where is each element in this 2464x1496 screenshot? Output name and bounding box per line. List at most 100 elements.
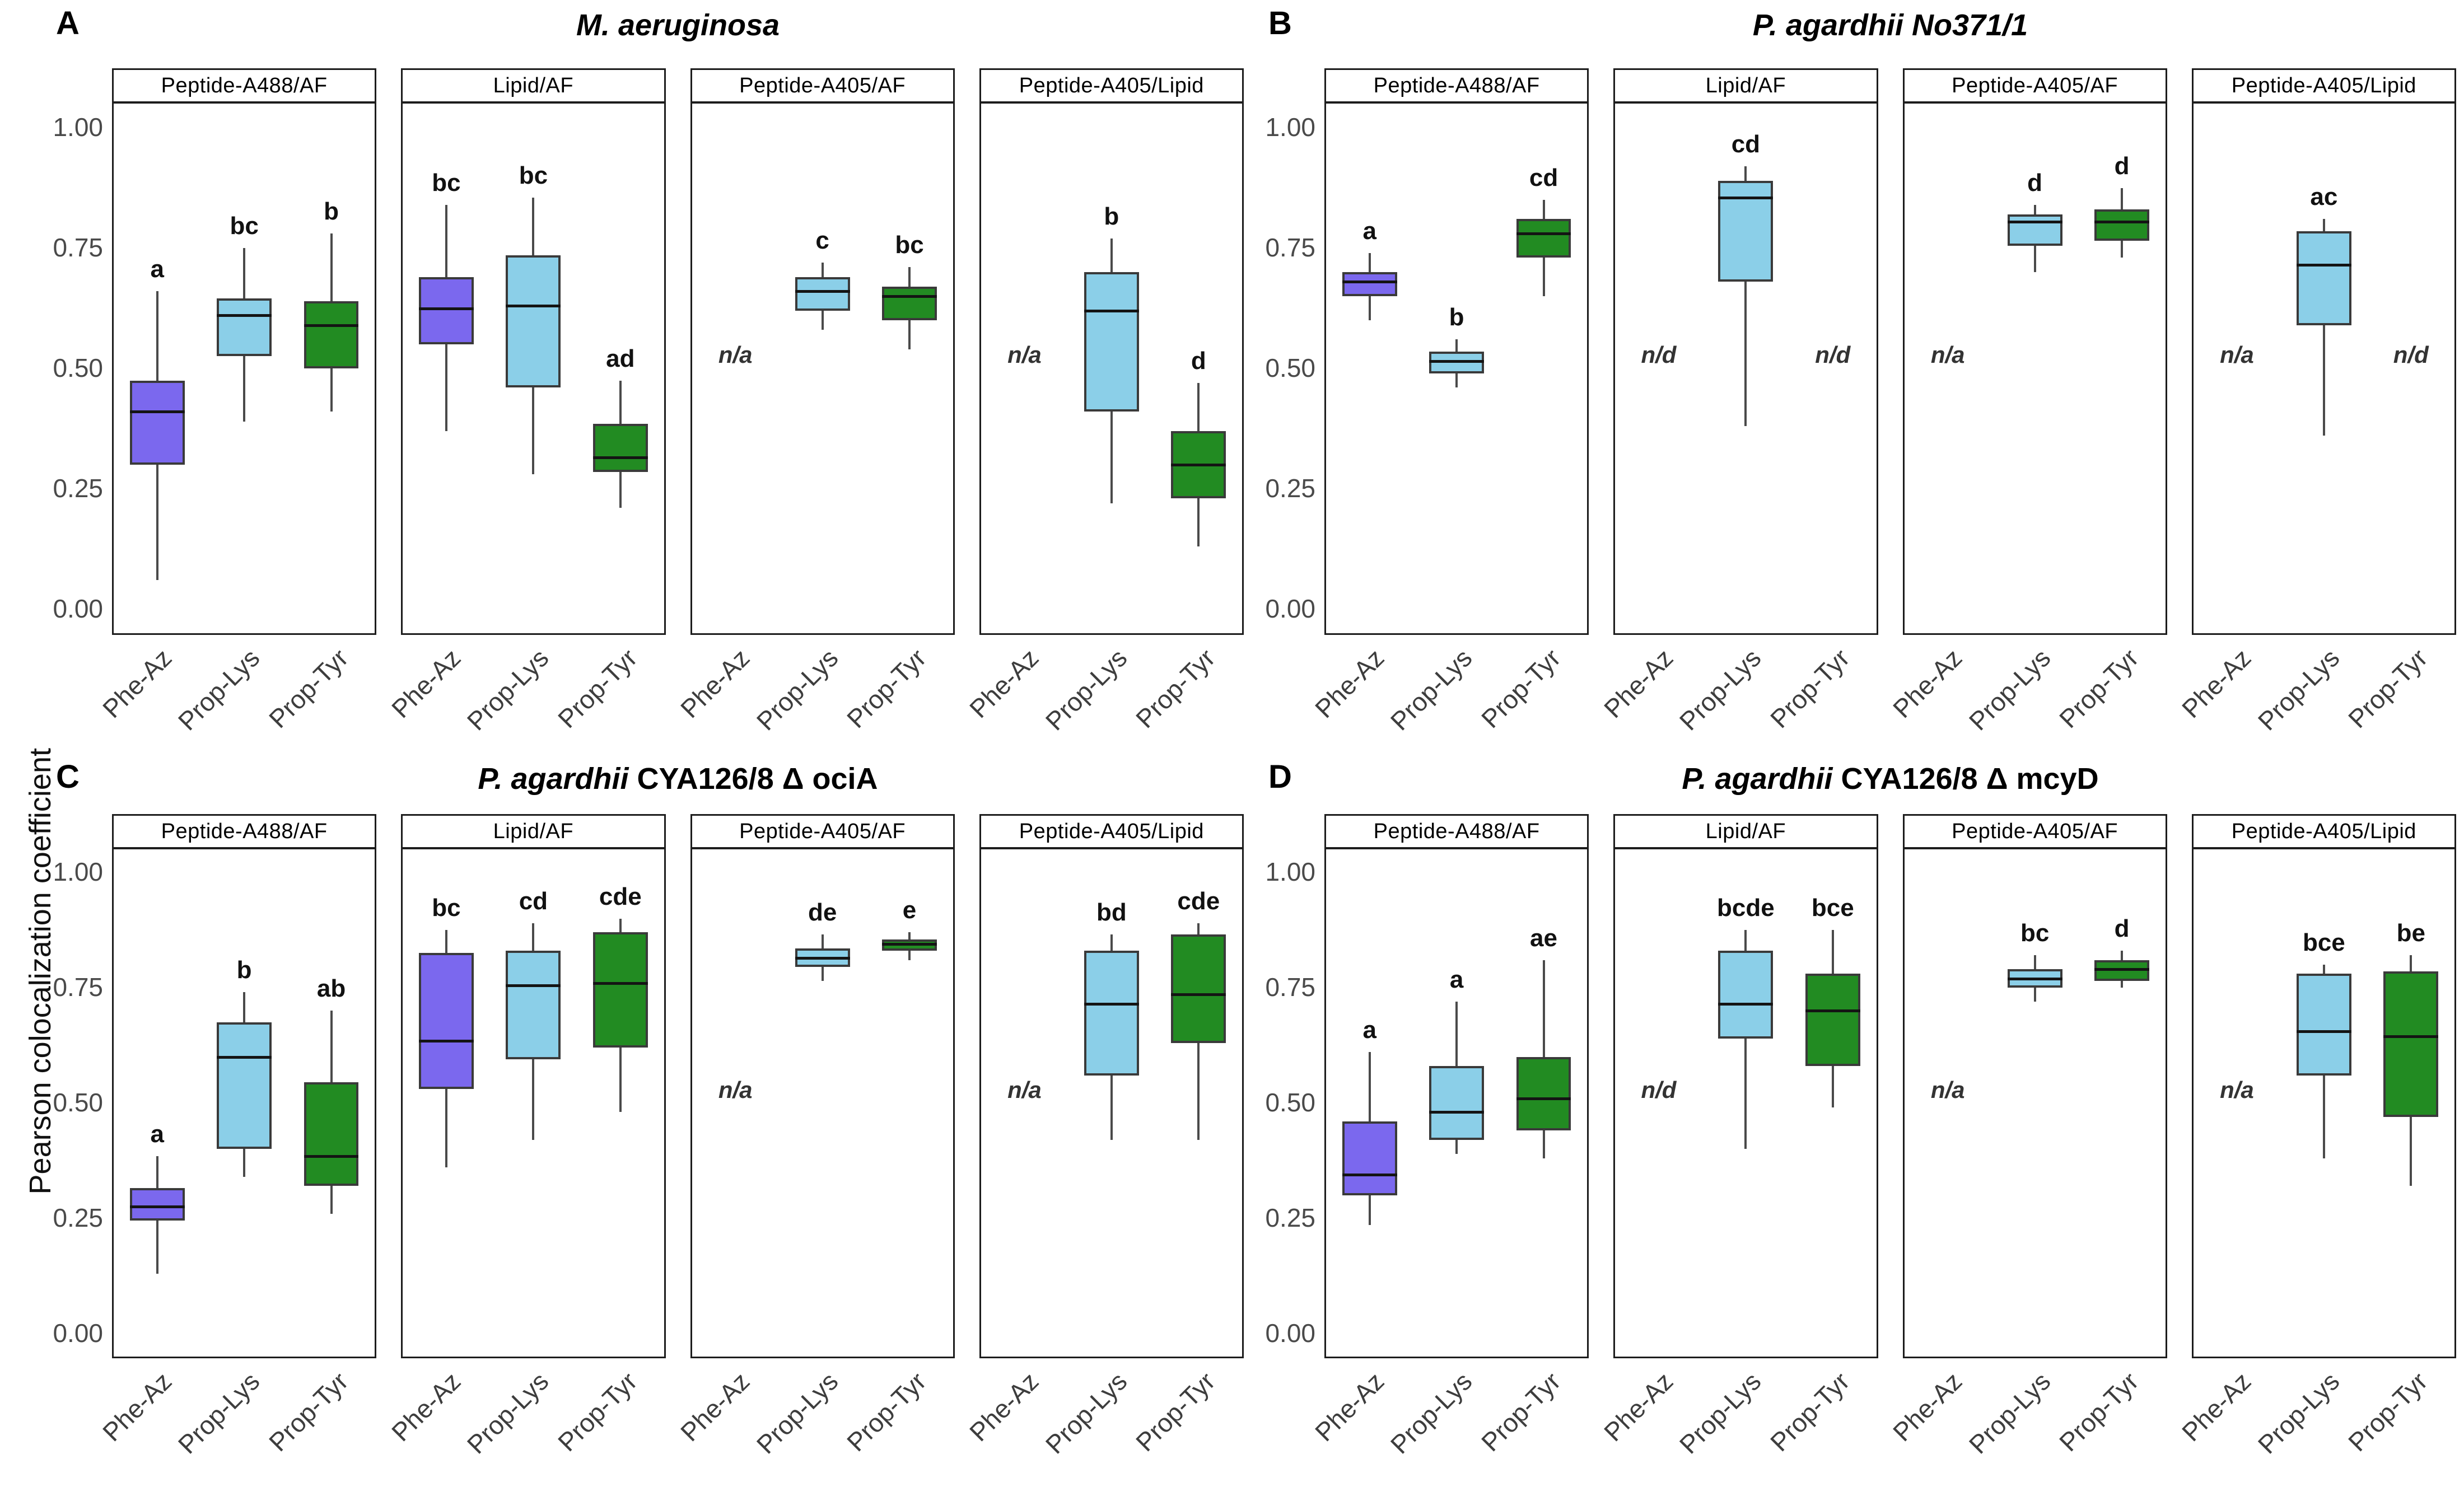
panel-letter-b: B <box>1268 5 1292 41</box>
boxplot-median <box>1718 1002 1774 1006</box>
not-available-label: n/d <box>1641 1077 1677 1104</box>
facet-plot: n/a ac n/d <box>2191 102 2456 635</box>
facet-strip-label: Peptide-A488/AF <box>1324 814 1589 849</box>
boxplot-median <box>1429 360 1485 363</box>
x-axis-labels: Phe-Az Prop-Lys Prop-Tyr <box>1598 1358 1878 1486</box>
y-tick-label: 1.00 <box>1265 857 1315 887</box>
facet-peptide-a488-af: Peptide-A488/AF a bc b Phe-Az Prop-Lys Prop-Ty… <box>97 68 377 754</box>
boxplot-box-prop-lys <box>1084 951 1139 1076</box>
boxplot-median <box>1805 1009 1860 1013</box>
panel-title-species: P. agardhii <box>478 762 629 796</box>
x-tick-label-phe-az: Phe-Az <box>385 643 466 724</box>
y-tick-label: 0.50 <box>53 1088 103 1117</box>
panel-title: P. agardhii CYA126/8 Δ ociA <box>478 762 878 796</box>
boxplot-median <box>1171 993 1226 997</box>
significance-label: bc <box>2020 919 2050 947</box>
panel-title: P. agardhii CYA126/8 Δ mcyD <box>1682 762 2099 796</box>
x-tick-label-prop-tyr: Prop-Tyr <box>841 643 932 734</box>
facet-plot: n/a b d <box>979 102 1244 635</box>
y-tick-label: 0.75 <box>53 973 103 1002</box>
x-tick-label-prop-tyr: Prop-Tyr <box>552 643 643 734</box>
significance-label: ab <box>316 975 346 1003</box>
x-tick-label-prop-tyr: Prop-Tyr <box>1475 1366 1566 1457</box>
not-available-label: n/d <box>2393 342 2429 368</box>
facet-strip-label: Peptide-A405/AF <box>1902 814 2167 849</box>
boxplot-box-prop-lys <box>506 255 561 388</box>
boxplot-median <box>592 456 648 460</box>
facet-strip-label: Peptide-A488/AF <box>112 814 377 849</box>
x-axis-labels: Phe-Az Prop-Lys Prop-Tyr <box>2176 1358 2456 1486</box>
boxplot-box-prop-tyr <box>1805 974 1860 1067</box>
significance-label: bd <box>1096 899 1127 927</box>
x-tick-label-prop-lys: Prop-Lys <box>1384 1366 1478 1460</box>
y-tick-label: 0.50 <box>1265 1088 1315 1117</box>
not-available-label: n/a <box>1930 342 1965 368</box>
boxplot-median <box>506 305 561 308</box>
x-axis-labels: Phe-Az Prop-Lys Prop-Tyr <box>1887 635 2167 754</box>
facet-strip-label: Peptide-A488/AF <box>1324 68 1589 103</box>
significance-label: ad <box>606 344 635 372</box>
facet-strip-label: Lipid/AF <box>1613 814 1878 849</box>
facet-lipid-af: Lipid/AF n/d bcde bce Phe-Az Prop-Lys Prop-Tyr <box>1598 814 1878 1486</box>
boxplot-box-prop-tyr <box>2094 209 2149 241</box>
boxplot-box-prop-lys <box>2007 214 2062 246</box>
x-tick-label-phe-az: Phe-Az <box>2176 1366 2257 1447</box>
facet-plot: bc cd cde <box>401 848 666 1358</box>
x-tick-label-prop-tyr: Prop-Tyr <box>841 1366 932 1457</box>
boxplot-median <box>506 984 561 987</box>
panel-letter-d: D <box>1268 759 1292 795</box>
facet-plot: n/a c bc <box>690 102 955 635</box>
significance-label: d <box>2114 915 2130 943</box>
x-axis-labels: Phe-Az Prop-Lys Prop-Tyr <box>1309 635 1589 754</box>
panel-title-species: M. aeruginosa <box>576 8 780 42</box>
facet-lipid-af: Lipid/AF bc bc ad Phe-Az Prop-Lys Prop-Tyr <box>386 68 666 754</box>
x-tick-label-phe-az: Phe-Az <box>385 1366 466 1447</box>
significance-label: bcde <box>1717 894 1775 922</box>
y-tick-label: 1.00 <box>53 857 103 887</box>
x-tick-label-phe-az: Phe-Az <box>1598 1366 1679 1447</box>
facet-plot: n/a bce be <box>2191 848 2456 1358</box>
x-tick-label-prop-lys: Prop-Lys <box>1039 1366 1133 1460</box>
panel-letter-c: C <box>56 759 80 795</box>
facet-plot: n/a bd cde <box>979 848 1244 1358</box>
boxplot-box-prop-tyr <box>882 286 937 320</box>
significance-label: c <box>815 226 829 254</box>
boxplot-box-phe-az <box>129 380 185 465</box>
boxplot-median <box>1084 1002 1139 1006</box>
y-tick-label: 0.50 <box>1265 353 1315 382</box>
x-tick-label-prop-tyr: Prop-Tyr <box>2054 643 2144 734</box>
panel-body: 1.00 0.75 0.50 0.25 0.00 Peptide-A488/AF a b cd P… <box>1265 68 2456 754</box>
facet-plot: a bc b <box>112 102 377 635</box>
facet-strip-label: Peptide-A405/Lipid <box>979 814 1244 849</box>
facet-group: Peptide-A488/AF a bc b Phe-Az Prop-Lys Prop-Ty… <box>97 68 1244 754</box>
boxplot-median <box>882 295 937 298</box>
y-axis: 1.00 0.75 0.50 0.25 0.00 <box>53 68 112 754</box>
panel-title-species: P. agardhii No371/1 <box>1752 8 2028 42</box>
boxplot-median <box>217 314 272 317</box>
facet-plot: n/d cd n/d <box>1613 102 1878 635</box>
boxplot-median <box>882 942 937 946</box>
significance-label: de <box>808 899 837 927</box>
x-axis-labels: Phe-Az Prop-Lys Prop-Tyr <box>97 1358 376 1486</box>
significance-label: bce <box>2302 928 2345 956</box>
x-axis-labels: Phe-Az Prop-Lys Prop-Tyr <box>1887 1358 2167 1486</box>
x-tick-label-prop-tyr: Prop-Tyr <box>552 1366 643 1457</box>
y-tick-track: 1.00 0.75 0.50 0.25 0.00 <box>53 103 112 633</box>
x-tick-label-phe-az: Phe-Az <box>964 1366 1044 1447</box>
x-tick-label-prop-tyr: Prop-Tyr <box>1130 643 1221 734</box>
facet-group: Peptide-A488/AF a b cd Phe-Az Prop-Lys Prop-Ty… <box>1309 68 2456 754</box>
facet-plot: a b cd <box>1324 102 1589 635</box>
boxplot-median <box>2094 220 2149 223</box>
significance-label: d <box>2027 169 2043 197</box>
significance-label: a <box>150 1120 164 1148</box>
x-tick-label-prop-tyr: Prop-Tyr <box>1764 643 1855 734</box>
boxplot-median <box>2296 264 2351 267</box>
y-axis: 1.00 0.75 0.50 0.25 0.00 <box>53 814 112 1486</box>
panel-d: D P. agardhii CYA126/8 Δ mcyD 1.00 0.75 0.50… <box>1265 754 2456 1486</box>
boxplot-median <box>1718 196 1774 199</box>
panel-body: 1.00 0.75 0.50 0.25 0.00 Peptide-A488/AF a b ab P… <box>53 814 1244 1486</box>
x-axis-labels: Phe-Az Prop-Lys Prop-Tyr <box>1598 635 1878 754</box>
facet-peptide-a488-af: Peptide-A488/AF a b cd Phe-Az Prop-Lys Prop-Ty… <box>1309 68 1589 754</box>
boxplot-median <box>1171 464 1226 466</box>
not-available-label: n/a <box>718 1077 753 1104</box>
